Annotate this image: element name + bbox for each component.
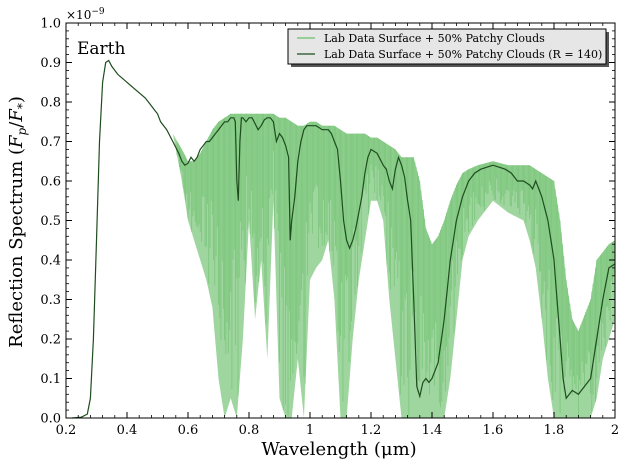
y-tick-label: 0.5 xyxy=(40,214,61,229)
x-tick-label: 0.8 xyxy=(239,423,260,438)
x-tick-label: 1 xyxy=(306,423,314,438)
x-tick-label: 1.6 xyxy=(483,423,504,438)
x-tick-label: 0.4 xyxy=(117,423,138,438)
y-tick-label: 0.9 xyxy=(40,56,61,71)
x-axis-label: Wavelength (μm) xyxy=(261,439,416,460)
legend-label-r140: Lab Data Surface + 50% Patchy Clouds (R … xyxy=(324,48,602,61)
y-tick-labels: 0.0 0.1 0.2 0.3 0.4 0.5 0.6 0.7 0.8 0.9 1.0 xyxy=(40,17,61,427)
x-tick-label: 1.8 xyxy=(544,423,565,438)
axis-ticks xyxy=(65,22,616,419)
y-tick-label: 0.8 xyxy=(40,96,61,111)
earth-annotation: Earth xyxy=(77,39,126,59)
x-tick-label: 1.4 xyxy=(422,423,443,438)
legend-box xyxy=(287,28,607,65)
y-tick-label: 0.6 xyxy=(40,175,61,190)
x-tick-label: 0.2 xyxy=(56,423,77,438)
x-tick-label: 2 xyxy=(611,423,619,438)
y-tick-label: 0.0 xyxy=(40,412,61,427)
y-tick-label: 0.1 xyxy=(40,372,61,387)
y-tick-label: 0.2 xyxy=(40,333,61,348)
y-tick-label: 0.4 xyxy=(40,254,61,269)
x-tick-labels: 0.2 0.4 0.6 0.8 1 1.2 1.4 1.6 1.8 2 xyxy=(56,423,619,438)
y-tick-label: 1.0 xyxy=(40,17,61,32)
y-multiplier: ×10−9 xyxy=(66,7,105,22)
y-tick-label: 0.3 xyxy=(40,293,61,308)
legend: Lab Data Surface + 50% Patchy Clouds Lab… xyxy=(287,28,609,67)
x-tick-label: 0.6 xyxy=(178,423,199,438)
legend-label-lab-data: Lab Data Surface + 50% Patchy Clouds xyxy=(324,32,545,45)
y-axis-label: Reflection Spectrum (Fp/F*) xyxy=(6,96,29,348)
series-r140-line xyxy=(72,59,616,419)
x-tick-label: 1.2 xyxy=(361,423,382,438)
y-tick-label: 0.7 xyxy=(40,135,61,150)
series-r140-polyline xyxy=(72,59,616,419)
series-lab-data-band xyxy=(81,58,616,418)
